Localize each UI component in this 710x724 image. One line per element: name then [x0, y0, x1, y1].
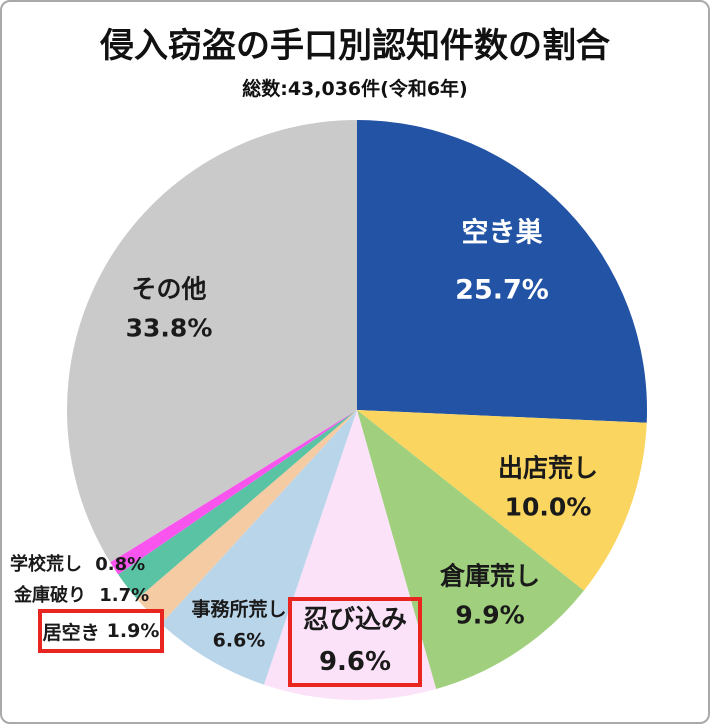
pie-slice-9 [67, 120, 358, 563]
slice-pct: 33.8% [125, 313, 213, 342]
slice-pct: 25.7% [455, 274, 549, 305]
slice-pct: 0.8% [95, 554, 146, 575]
slice-name: 出店荒し [497, 453, 599, 483]
slice-pct: 9.6% [318, 647, 392, 677]
slice-name: 倉庫荒し [439, 561, 541, 591]
slice-name: 居空き [42, 621, 100, 644]
slice-label-akisu: 空き巣 25.7% [455, 205, 549, 318]
pie-slice-7 [118, 410, 358, 600]
slice-name: 金庫破り [14, 585, 86, 606]
pie-slice-1 [357, 120, 648, 423]
slice-label-iaki-highlight-box: 居空き 1.9% [38, 609, 164, 653]
chart-title: 侵入窃盗の手口別認知件数の割合 [100, 26, 610, 66]
slice-label-demise: 出店荒し 10.0% [498, 449, 598, 527]
pie-slice-4 [263, 410, 437, 700]
slice-pct: 6.6% [212, 630, 266, 652]
pie-slice-3 [357, 410, 584, 689]
pie-slice-5 [161, 410, 357, 685]
pie-slice-8 [110, 410, 357, 575]
slice-pct: 1.7% [99, 585, 150, 606]
slice-name: 忍び込み [302, 605, 407, 636]
pie-slice-6 [137, 410, 357, 624]
chart-subtitle: 総数:43,036件(令和6年) [242, 78, 468, 100]
slice-label-jimusho: 事務所荒し 6.6% [191, 595, 286, 658]
slice-pct: 9.9% [455, 600, 525, 629]
slice-label-gakkou: 学校荒し 0.8% [10, 550, 145, 576]
slice-name: 空き巣 [461, 217, 543, 249]
slice-name: 学校荒し [10, 554, 82, 575]
slice-pct: 1.9% [106, 620, 160, 642]
pie-slice-2 [357, 410, 647, 591]
slice-label-sonota: その他 33.8% [126, 270, 213, 348]
slice-label-shinobikomi-highlight-box: 忍び込み 9.6% [288, 597, 422, 687]
slice-name: 事務所荒し [191, 598, 287, 621]
slice-name: その他 [131, 274, 207, 304]
slice-pct: 10.0% [504, 492, 592, 521]
slice-label-kinko: 金庫破り 1.7% [14, 581, 149, 607]
slice-label-souko: 倉庫荒し 9.9% [440, 557, 540, 635]
